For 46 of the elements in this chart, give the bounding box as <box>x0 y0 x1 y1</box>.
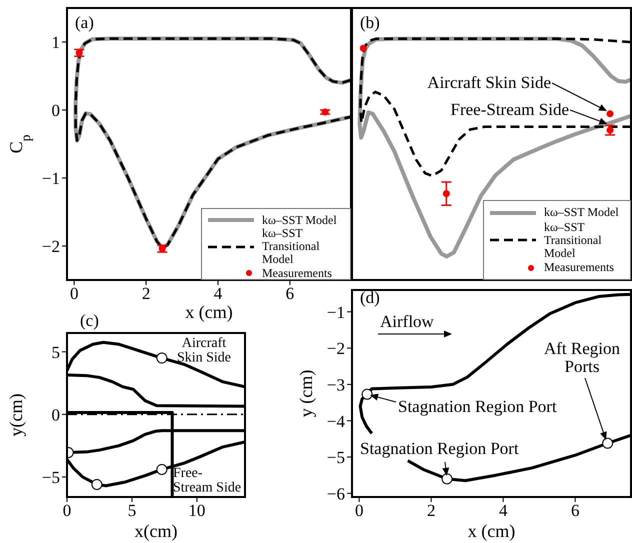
chart-title: (a) <box>75 13 94 32</box>
legend-label: kω–SST Transitional Model <box>544 220 603 260</box>
y-tick-label: 1 <box>52 33 60 52</box>
x-tick-label: 6 <box>570 501 580 520</box>
y-tick-label: 0 <box>52 101 60 120</box>
legend-label: kω–SST Model <box>262 212 337 226</box>
legend-label: kω–SST Transitional Model <box>262 226 321 266</box>
x-axis-title: x(cm) <box>134 521 178 541</box>
annotation: Free-Stream Side <box>450 100 569 119</box>
x-tick-label: 2 <box>142 284 150 304</box>
y-tick-label: −2 <box>326 339 345 358</box>
y-tick-label: −5 <box>326 448 345 468</box>
y-tick-label: −5 <box>42 468 60 488</box>
legend-label: Measurements <box>544 260 614 274</box>
x-tick-label: 4 <box>498 501 508 520</box>
x-tick-label: 5 <box>128 501 136 520</box>
x-tick-label: 10 <box>188 501 206 520</box>
y-axis-title: y (cm) <box>296 370 316 418</box>
chart-title: (d) <box>360 288 380 307</box>
y-axis-title: y(cm) <box>6 394 26 436</box>
x-axis-title: x (cm) <box>185 302 233 322</box>
x-tick-label: 0 <box>354 501 364 520</box>
legend-label: kω–SST Model <box>544 205 619 219</box>
annotation: Stagnation Region Port <box>360 439 519 458</box>
x-tick-label: 6 <box>286 284 294 304</box>
legend-label: Measurements <box>262 266 332 280</box>
y-tick-label: −2 <box>42 237 60 256</box>
x-tick-label: 4 <box>214 284 223 304</box>
y-tick-label: −3 <box>326 375 345 394</box>
annotation: Stagnation Region Port <box>398 397 557 416</box>
y-tick-label: −4 <box>326 412 346 431</box>
chart-title: (c) <box>80 311 99 330</box>
annotation: Free- Stream Side <box>173 466 242 496</box>
x-tick-label: 2 <box>426 501 436 520</box>
y-tick-label: 5 <box>52 342 60 362</box>
y-tick-label: −1 <box>326 302 345 322</box>
annotation: Aircraft Skin Side <box>427 73 551 92</box>
x-tick-label: 0 <box>70 284 78 304</box>
y-tick-label: 0 <box>52 405 60 424</box>
y-tick-label: −1 <box>42 169 60 188</box>
annotation: Aircraft Skin Side <box>176 336 232 366</box>
y-tick-label: −6 <box>326 484 345 504</box>
annotation: Aft Region Ports <box>544 339 621 376</box>
x-axis-title: x (cm) <box>468 521 516 541</box>
annotation: Airflow <box>380 312 435 331</box>
chart-title: (b) <box>360 13 380 32</box>
